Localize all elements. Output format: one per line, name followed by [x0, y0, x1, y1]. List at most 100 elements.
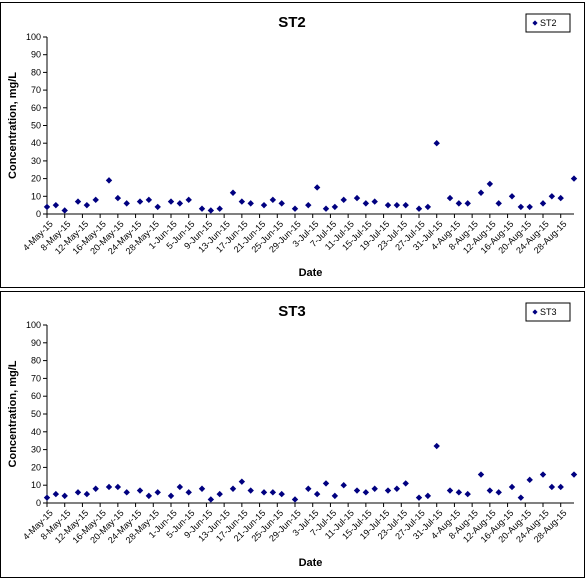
data-point — [238, 478, 246, 485]
data-point — [526, 203, 533, 211]
legend-box — [525, 302, 571, 322]
data-point — [145, 196, 153, 204]
data-point — [114, 194, 122, 202]
data-point — [92, 196, 99, 204]
data-point — [83, 490, 91, 498]
data-point — [105, 177, 113, 184]
data-point — [322, 480, 330, 487]
data-point — [331, 492, 339, 500]
data-point — [508, 483, 516, 491]
data-point — [446, 194, 454, 202]
data-point — [455, 489, 463, 496]
data-point — [74, 198, 82, 205]
legend: ST3 — [525, 302, 571, 322]
data-point — [247, 487, 254, 494]
data-point — [43, 203, 51, 211]
data-point — [305, 485, 312, 492]
data-point — [353, 487, 361, 494]
data-point — [154, 203, 161, 211]
y-tick-label: 20 — [31, 462, 41, 472]
data-point — [340, 196, 347, 204]
data-point — [464, 490, 471, 498]
data-point — [92, 485, 99, 492]
data-point — [433, 442, 440, 450]
legend-label: ST2 — [540, 18, 557, 28]
data-point — [393, 485, 401, 492]
data-point — [123, 200, 130, 207]
data-point — [495, 489, 502, 496]
data-point — [539, 471, 547, 478]
data-point — [291, 496, 299, 503]
data-point — [424, 203, 432, 211]
data-point — [495, 200, 502, 207]
data-point — [123, 489, 130, 496]
y-tick-label: 100 — [26, 320, 41, 330]
data-point — [154, 489, 161, 496]
data-point — [548, 193, 556, 200]
data-point — [278, 200, 285, 207]
data-point — [446, 487, 454, 494]
data-point — [269, 196, 277, 204]
data-point — [229, 485, 237, 492]
y-tick-label: 60 — [31, 103, 41, 113]
y-tick-label: 0 — [36, 209, 41, 219]
y-tick-label: 40 — [31, 427, 41, 437]
data-point — [305, 201, 312, 209]
series-st2 — [43, 140, 578, 214]
data-point — [198, 485, 206, 492]
data-point — [216, 490, 223, 498]
data-point — [331, 203, 339, 211]
y-tick-label: 10 — [31, 480, 41, 490]
data-point — [570, 471, 578, 478]
data-point — [517, 203, 525, 211]
legend-marker — [532, 309, 538, 315]
data-point — [52, 201, 60, 209]
data-point — [43, 494, 51, 501]
data-point — [322, 205, 330, 212]
data-point — [136, 198, 144, 205]
data-point — [477, 471, 485, 478]
chart-panel-st3: ST301020304050607080901004-May-158-May-1… — [0, 291, 585, 578]
data-point — [486, 180, 494, 188]
data-point — [362, 489, 370, 496]
data-point — [61, 207, 68, 214]
data-point — [557, 483, 564, 491]
y-tick-label: 30 — [31, 156, 41, 166]
data-point — [291, 205, 299, 212]
legend-box — [525, 13, 571, 33]
data-point — [477, 189, 485, 196]
data-point — [176, 483, 184, 491]
data-point — [61, 492, 68, 500]
y-tick-label: 20 — [31, 174, 41, 184]
y-tick-label: 80 — [31, 67, 41, 77]
data-point — [371, 198, 378, 205]
data-point — [508, 193, 516, 200]
data-point — [176, 200, 184, 207]
legend-marker — [532, 20, 538, 26]
data-point — [216, 205, 223, 212]
data-point — [74, 489, 82, 496]
data-point — [424, 492, 432, 500]
y-tick-label: 70 — [31, 85, 41, 95]
y-tick-label: 50 — [31, 121, 41, 131]
data-point — [548, 483, 556, 491]
data-point — [198, 205, 206, 212]
data-point — [207, 496, 215, 503]
data-point — [136, 487, 144, 494]
data-point — [353, 194, 361, 202]
y-tick-label: 50 — [31, 409, 41, 419]
chart-title: ST2 — [278, 14, 306, 31]
data-point — [539, 200, 547, 207]
legend: ST2 — [525, 13, 571, 33]
y-tick-label: 90 — [31, 338, 41, 348]
chart-panel-st2: ST201020304050607080901004-May-158-May-1… — [0, 2, 585, 288]
data-point — [260, 201, 268, 209]
data-point — [517, 494, 525, 501]
y-tick-label: 90 — [31, 50, 41, 60]
data-point — [415, 205, 423, 212]
y-tick-label: 30 — [31, 445, 41, 455]
data-point — [486, 487, 494, 494]
data-point — [207, 207, 215, 214]
data-point — [570, 175, 578, 182]
